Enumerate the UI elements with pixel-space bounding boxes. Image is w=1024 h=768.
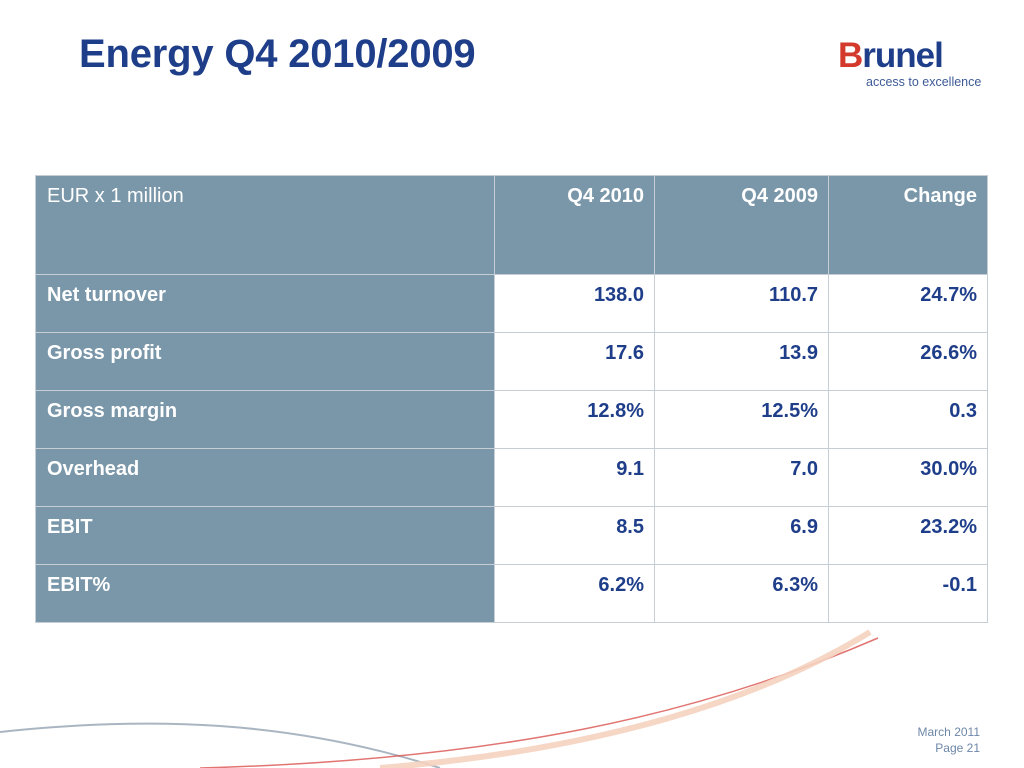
logo-wordmark: Brunel: [838, 36, 944, 75]
cell-q4-2010: 17.6: [494, 332, 655, 391]
table-row: Gross profit 17.6 13.9 26.6%: [35, 332, 988, 391]
table-header-row: EUR x 1 million Q4 2010 Q4 2009 Change: [35, 175, 988, 275]
swoosh-peach-curve: [379, 629, 872, 768]
cell-change: -0.1: [828, 564, 988, 623]
swoosh-gray-curve: [0, 722, 441, 768]
cell-q4-2010: 8.5: [494, 506, 655, 565]
cell-q4-2010: 9.1: [494, 448, 655, 507]
footer-page-number: Page 21: [935, 741, 980, 755]
header-q4-2010: Q4 2010: [494, 175, 655, 275]
header-change: Change: [828, 175, 988, 275]
row-label: Net turnover: [35, 274, 495, 333]
cell-change: 26.6%: [828, 332, 988, 391]
cell-change: 24.7%: [828, 274, 988, 333]
financials-table: EUR x 1 million Q4 2010 Q4 2009 Change N…: [35, 175, 988, 623]
table-row: EBIT 8.5 6.9 23.2%: [35, 506, 988, 565]
cell-q4-2009: 6.3%: [654, 564, 829, 623]
cell-change: 23.2%: [828, 506, 988, 565]
cell-q4-2009: 12.5%: [654, 390, 829, 449]
cell-q4-2010: 6.2%: [494, 564, 655, 623]
logo-tagline: access to excellence: [866, 75, 982, 89]
table-row: Gross margin 12.8% 12.5% 0.3: [35, 390, 988, 449]
logo-wordmark-initial: B: [838, 36, 863, 75]
brunel-logo: Brunel access to excellence: [838, 38, 988, 92]
cell-q4-2010: 138.0: [494, 274, 655, 333]
cell-q4-2009: 6.9: [654, 506, 829, 565]
footer-date: March 2011: [917, 725, 980, 739]
logo-wordmark-rest: runel: [862, 36, 944, 75]
row-label: Gross margin: [35, 390, 495, 449]
table-row: Net turnover 138.0 110.7 24.7%: [35, 274, 988, 333]
cell-q4-2009: 13.9: [654, 332, 829, 391]
table-row: Overhead 9.1 7.0 30.0%: [35, 448, 988, 507]
header-q4-2009: Q4 2009: [654, 175, 829, 275]
cell-q4-2010: 12.8%: [494, 390, 655, 449]
slide-footer: March 2011 Page 21: [918, 724, 980, 756]
cell-change: 30.0%: [828, 448, 988, 507]
decorative-swoosh: [0, 629, 879, 768]
header-unit: EUR x 1 million: [35, 175, 495, 275]
row-label: Overhead: [35, 448, 495, 507]
row-label: EBIT: [35, 506, 495, 565]
slide-title: Energy Q4 2010/2009: [79, 32, 476, 76]
row-label: Gross profit: [35, 332, 495, 391]
row-label: EBIT%: [35, 564, 495, 623]
cell-q4-2009: 7.0: [654, 448, 829, 507]
cell-q4-2009: 110.7: [654, 274, 829, 333]
cell-change: 0.3: [828, 390, 988, 449]
table-row: EBIT% 6.2% 6.3% -0.1: [35, 564, 988, 623]
